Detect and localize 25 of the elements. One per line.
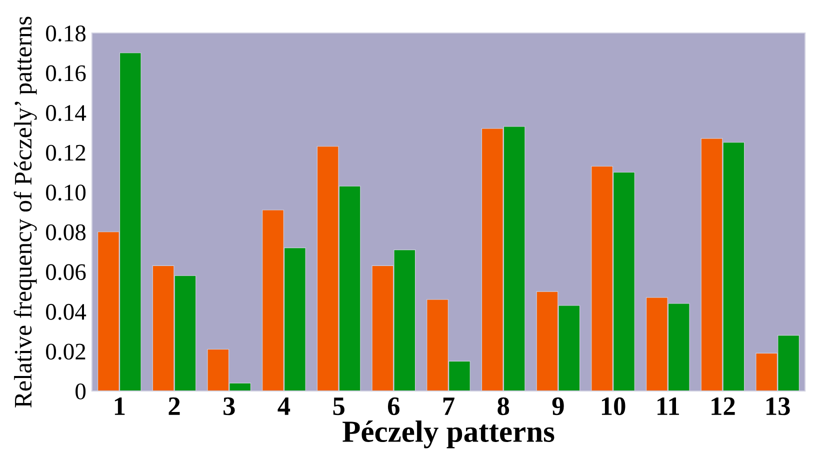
x-tick-label: 11 xyxy=(658,397,679,415)
y-tick-label: 0 xyxy=(76,383,86,400)
y-tick-label: 0.12 xyxy=(46,144,86,161)
x-tick-label: 3 xyxy=(224,397,235,416)
x-tick-label: 4 xyxy=(278,397,290,415)
y-tick-label: 0.16 xyxy=(46,65,86,82)
x-tick-label: 10 xyxy=(602,397,626,416)
x-tick-label: 6 xyxy=(388,397,400,416)
x-tick-label: 9 xyxy=(552,397,564,416)
x-tick-label: 13 xyxy=(766,397,790,416)
x-tick-label: 2 xyxy=(168,397,180,415)
y-tick-label: 0.06 xyxy=(46,264,86,280)
x-tick-label: 8 xyxy=(498,397,510,416)
y-tick-label: 0.02 xyxy=(46,344,86,360)
x-tick-label: 1 xyxy=(114,397,125,415)
y-tick-label: 0.18 xyxy=(46,25,86,42)
x-axis-title: Péczely patterns xyxy=(342,420,554,448)
x-tick-label: 7 xyxy=(443,398,454,415)
x-tick-label: 5 xyxy=(333,398,344,416)
y-tick-label: 0.10 xyxy=(46,184,86,201)
y-tick-label: 0.14 xyxy=(46,105,86,122)
x-tick-label: 12 xyxy=(712,397,735,415)
y-tick-label: 0.04 xyxy=(46,304,86,320)
y-tick-label: 0.08 xyxy=(46,224,86,240)
y-axis-title: Relative frequency of Péczely’ patterns xyxy=(14,16,37,408)
